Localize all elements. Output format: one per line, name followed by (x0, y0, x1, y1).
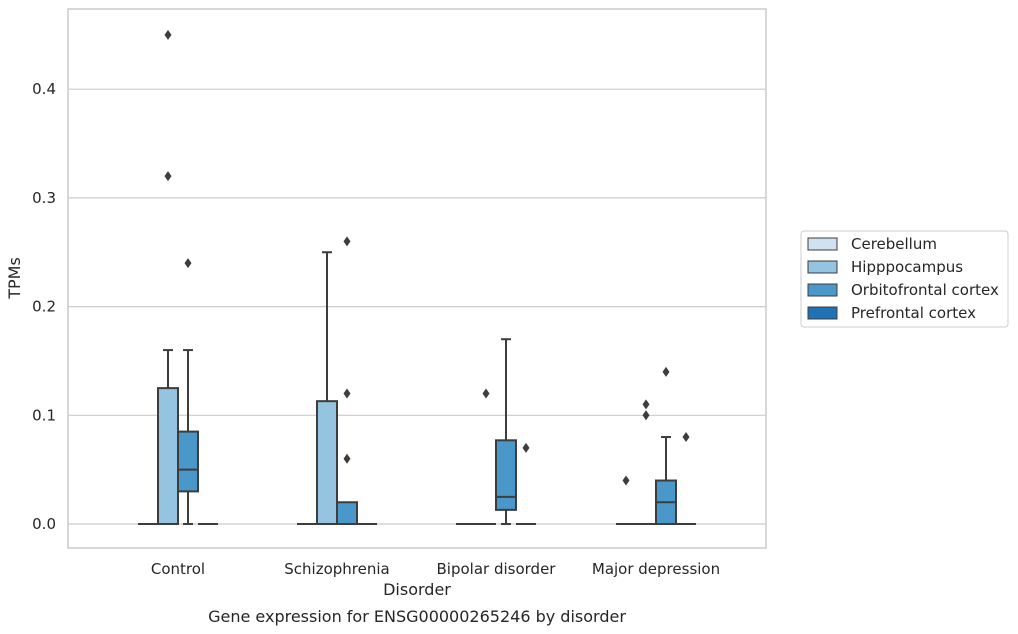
legend-label: Prefrontal cortex (851, 304, 976, 322)
plot-frame (67, 8, 767, 549)
legend-label: Cerebellum (851, 235, 937, 253)
outlier-point (682, 432, 690, 443)
box-group (316, 251, 338, 526)
outlier-point (343, 236, 351, 247)
chart-title: Gene expression for ENSG00000265246 by d… (208, 607, 626, 626)
outlier-point (522, 442, 530, 453)
x-tick-label: Major depression (592, 560, 720, 578)
outlier-point (642, 399, 650, 410)
box-group (616, 475, 636, 525)
box-group (636, 399, 656, 525)
legend-label: Hipppocampus (851, 258, 963, 276)
box (316, 400, 338, 526)
outlier-point (622, 475, 630, 486)
y-tick-labels: 0.0 0.1 0.2 0.3 0.4 (32, 80, 56, 533)
legend-swatch (807, 237, 838, 251)
y-tick-label: 0.3 (32, 189, 56, 207)
box (336, 501, 358, 526)
outlier-point (642, 410, 650, 421)
y-tick-label: 0.1 (32, 406, 56, 424)
x-tick-label: Control (151, 560, 205, 578)
box-group (336, 236, 358, 526)
outlier-point (662, 366, 670, 377)
box-group (495, 338, 517, 525)
legend-swatch (807, 306, 838, 320)
legend: Cerebellum Hipppocampus Orbitofrontal cort… (800, 230, 1009, 328)
outlier-point (343, 388, 351, 399)
box (157, 387, 179, 525)
outlier-point (482, 388, 490, 399)
x-axis-label: Disorder (383, 580, 451, 599)
box-group (177, 258, 199, 525)
legend-swatch (807, 283, 838, 297)
box (495, 439, 517, 511)
x-tick-labels: Control Schizophrenia Bipolar disorder Majo… (151, 560, 720, 578)
y-tick-label: 0.4 (32, 80, 56, 98)
box (177, 430, 199, 493)
box-group (157, 29, 179, 525)
box-group (655, 366, 677, 525)
outlier-point (343, 453, 351, 464)
x-tick-label: Bipolar disorder (437, 560, 557, 578)
boxes (138, 29, 696, 526)
y-tick-label: 0.0 (32, 515, 56, 533)
outlier-point (164, 171, 172, 182)
box-group (676, 432, 696, 525)
y-tick-label: 0.2 (32, 298, 56, 316)
legend-frame (800, 230, 1009, 328)
y-axis-label: TPMs (5, 257, 24, 300)
outlier-point (184, 258, 192, 269)
outlier-point (164, 29, 172, 40)
box-group (476, 388, 496, 525)
box-group (516, 442, 536, 525)
legend-label: Orbitofrontal cortex (851, 281, 999, 299)
x-tick-label: Schizophrenia (284, 560, 389, 578)
legend-swatch (807, 260, 838, 274)
